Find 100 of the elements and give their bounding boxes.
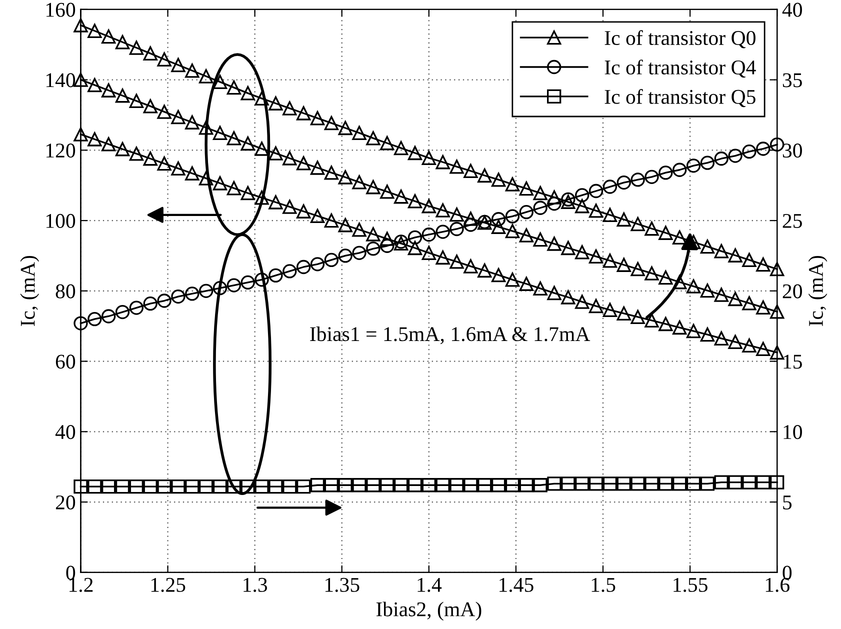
point (198, 284, 214, 298)
point (422, 478, 436, 492)
point (700, 156, 715, 170)
point (575, 245, 590, 260)
point (171, 289, 186, 304)
point (171, 161, 186, 176)
point (296, 156, 311, 170)
point (588, 476, 604, 491)
point (296, 106, 311, 120)
point (254, 479, 269, 494)
point (770, 137, 784, 152)
point (268, 146, 283, 160)
point (602, 254, 618, 268)
point (268, 195, 283, 210)
y-axis-title: Ic, (mA) (20, 256, 40, 326)
point (491, 268, 506, 282)
point (756, 342, 770, 356)
point (575, 294, 590, 309)
point (602, 476, 618, 491)
point (226, 131, 242, 146)
point (185, 64, 200, 78)
point (505, 224, 520, 238)
point (129, 479, 144, 494)
point (102, 29, 116, 44)
point (74, 72, 88, 87)
point (658, 476, 673, 491)
point (728, 248, 742, 262)
point (464, 164, 478, 178)
y-tick-label: 120 (46, 144, 76, 158)
point (310, 111, 325, 126)
point (478, 263, 492, 278)
point (588, 184, 604, 198)
point (742, 296, 756, 310)
point (644, 170, 659, 184)
legend-label: Ic of transistor Q5 (604, 89, 756, 108)
point (588, 204, 604, 218)
point (630, 216, 645, 232)
point (714, 152, 728, 166)
point (74, 316, 88, 330)
point (324, 252, 339, 268)
point (198, 69, 214, 84)
point (756, 142, 770, 156)
point (561, 476, 576, 491)
point (644, 266, 659, 280)
point (505, 272, 520, 287)
point (282, 151, 297, 166)
point (408, 194, 422, 208)
point (338, 248, 352, 263)
point (282, 264, 297, 278)
point (644, 313, 659, 328)
point (575, 476, 590, 491)
point (157, 104, 172, 119)
point (422, 228, 436, 242)
y-tick-label: 80 (56, 284, 76, 298)
point (700, 283, 715, 298)
point (686, 476, 701, 491)
point (254, 272, 269, 287)
point (282, 200, 297, 214)
y-tick-label: 100 (46, 214, 76, 228)
point (742, 252, 756, 268)
point (491, 220, 506, 234)
y-tick-label: 0 (66, 566, 76, 580)
point (547, 236, 562, 251)
point (296, 260, 311, 274)
point (324, 116, 339, 130)
point (756, 257, 770, 272)
point (102, 309, 116, 324)
point (129, 300, 144, 315)
point (602, 208, 618, 222)
point (185, 115, 200, 130)
point (310, 160, 325, 175)
point (185, 479, 200, 494)
point (157, 52, 172, 66)
point (450, 254, 464, 269)
point (310, 257, 325, 272)
point (115, 88, 130, 103)
point (282, 101, 297, 116)
point (436, 224, 450, 239)
point (742, 338, 756, 353)
point (324, 166, 339, 180)
point (533, 281, 548, 296)
point (212, 74, 228, 89)
legend-label: Ic of transistor Q0 (604, 30, 756, 48)
point (700, 239, 715, 254)
point (658, 270, 673, 285)
point (268, 268, 283, 283)
point (770, 262, 784, 276)
point (588, 298, 604, 314)
point (352, 246, 366, 260)
point (338, 120, 352, 136)
point (700, 327, 715, 342)
point (686, 158, 701, 173)
point (254, 91, 269, 106)
x-tick-label: 1.3 (244, 578, 268, 592)
point (88, 479, 102, 494)
point (491, 172, 506, 187)
point (366, 131, 380, 146)
point (212, 126, 228, 140)
x-tick-label: 1.35 (325, 578, 360, 592)
point (324, 478, 339, 492)
